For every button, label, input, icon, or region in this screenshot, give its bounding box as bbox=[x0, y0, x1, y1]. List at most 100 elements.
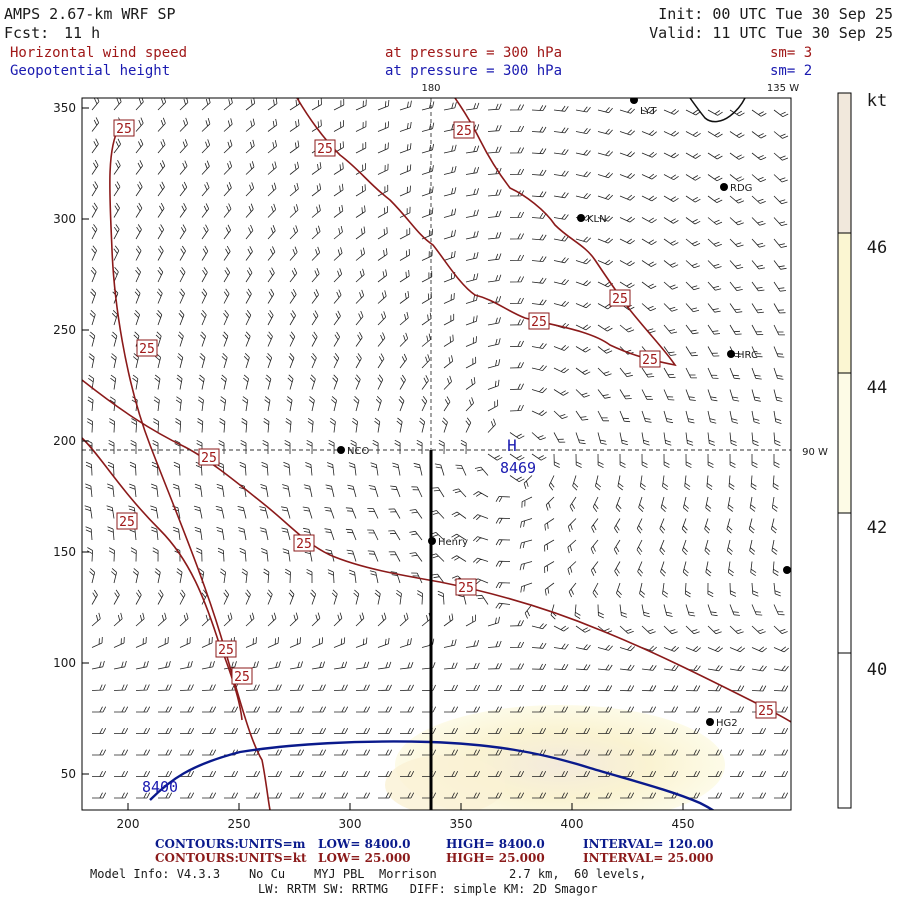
y-tick-label: 150 bbox=[53, 545, 76, 559]
station-marker bbox=[720, 183, 728, 191]
field1-level: at pressure = 300 hPa bbox=[385, 45, 562, 61]
colorbar-label-46: 46 bbox=[867, 238, 887, 258]
station-marker bbox=[727, 350, 735, 358]
station-marker bbox=[630, 98, 638, 104]
x-axis: 200 250 300 350 400 450 bbox=[117, 803, 695, 831]
lon-180-label: 180 bbox=[421, 83, 440, 94]
speed-contour-label: 25 bbox=[231, 667, 253, 685]
speed-high: HIGH= 25.000 bbox=[446, 851, 545, 865]
colorbar-label-40: 40 bbox=[867, 660, 887, 680]
station-marker-edge bbox=[783, 566, 791, 574]
svg-text:25: 25 bbox=[218, 643, 234, 658]
high-value: 8469 bbox=[500, 459, 536, 477]
svg-text:25: 25 bbox=[116, 122, 132, 137]
colorbar-label-42: 42 bbox=[867, 518, 887, 538]
speed-contour-label: 25 bbox=[215, 640, 237, 658]
height-interval: INTERVAL= 120.00 bbox=[583, 837, 714, 851]
speed-contour-label: 25 bbox=[293, 534, 315, 552]
x-tick-label: 450 bbox=[672, 817, 695, 831]
station-label: HRC bbox=[737, 350, 758, 361]
field1-name: Horizontal wind speed bbox=[10, 45, 187, 61]
speed-contour-north bbox=[296, 98, 677, 367]
y-tick-label: 300 bbox=[53, 212, 76, 226]
plot-frame bbox=[81, 97, 792, 811]
field2-name: Geopotential height bbox=[10, 63, 170, 79]
colorbar-label-44: 44 bbox=[867, 378, 887, 398]
station-label: LYT bbox=[640, 106, 657, 117]
colorbar-bin-42 bbox=[838, 513, 851, 808]
station-label: HG2 bbox=[716, 718, 738, 729]
station-label: Henry bbox=[438, 537, 468, 548]
svg-text:25: 25 bbox=[458, 581, 474, 596]
wind-barbs bbox=[84, 98, 789, 799]
colorbar-bin-top bbox=[838, 93, 851, 233]
colorbar-bin-46 bbox=[838, 233, 851, 373]
footer: CONTOURS: UNITS=m LOW= 8400.0 HIGH= 8400… bbox=[90, 837, 714, 896]
model-info: Model Info: V4.3.3 No Cu MYJ PBL Morriso… bbox=[90, 867, 646, 881]
colorbar-bin-44 bbox=[838, 373, 851, 513]
height-units: UNITS=m bbox=[238, 837, 306, 851]
station-marker bbox=[706, 718, 714, 726]
speed-low: LOW= 25.000 bbox=[318, 851, 411, 865]
y-tick-label: 100 bbox=[53, 656, 76, 670]
svg-text:25: 25 bbox=[531, 315, 547, 330]
svg-text:25: 25 bbox=[139, 342, 155, 357]
height-high: HIGH= 8400.0 bbox=[446, 837, 545, 851]
svg-text:25: 25 bbox=[456, 124, 472, 139]
height-contour-8400 bbox=[149, 740, 715, 810]
svg-text:25: 25 bbox=[612, 292, 628, 307]
speed-contour-label: 25 bbox=[639, 350, 661, 368]
speed-contour-label: 25 bbox=[136, 339, 158, 357]
speed-contour-label: 25 bbox=[609, 289, 631, 307]
svg-text:25: 25 bbox=[642, 353, 658, 368]
height-contours-label: CONTOURS: bbox=[155, 837, 239, 851]
station-marker bbox=[428, 537, 436, 545]
valid-time: Valid: 11 UTC Tue 30 Sep 25 bbox=[649, 24, 893, 42]
stations: LYT RDG KLN HRC NCO Henry HG2 bbox=[337, 98, 791, 729]
y-tick-label: 250 bbox=[53, 323, 76, 337]
station-label: KLN bbox=[587, 214, 607, 225]
speed-contour-label: 25 bbox=[113, 119, 135, 137]
colorbar: kt 46 44 42 40 bbox=[837, 91, 887, 809]
x-tick-label: 400 bbox=[561, 817, 584, 831]
colorbar-unit: kt bbox=[867, 91, 887, 111]
x-tick-label: 250 bbox=[228, 817, 251, 831]
lon-135w-label: 135 W bbox=[767, 83, 799, 94]
speed-units: UNITS=kt bbox=[238, 851, 307, 865]
y-axis: 50 100 150 200 250 300 350 bbox=[53, 101, 89, 781]
field2-sm: sm= 2 bbox=[770, 63, 812, 79]
svg-text:25: 25 bbox=[119, 515, 135, 530]
speed-contours-label: CONTOURS: bbox=[155, 851, 239, 865]
x-tick-label: 350 bbox=[450, 817, 473, 831]
speed-interval: INTERVAL= 25.000 bbox=[583, 851, 714, 865]
field1-sm: sm= 3 bbox=[770, 45, 812, 61]
plot-area: 8400 H 8469 2525252525252525252525252525… bbox=[82, 98, 791, 810]
forecast-label: Fcst: bbox=[4, 24, 49, 42]
y-tick-label: 50 bbox=[61, 767, 76, 781]
station-label: RDG bbox=[730, 183, 752, 194]
height-low: LOW= 8400.0 bbox=[318, 837, 411, 851]
height-contour-label: 8400 bbox=[142, 778, 178, 796]
svg-text:25: 25 bbox=[201, 451, 217, 466]
speed-contour-label: 25 bbox=[528, 312, 550, 330]
svg-text:25: 25 bbox=[317, 142, 333, 157]
speed-contour-label: 25 bbox=[755, 701, 777, 719]
speed-contour-label: 25 bbox=[116, 512, 138, 530]
svg-text:25: 25 bbox=[758, 704, 774, 719]
speed-contour-label: 25 bbox=[198, 448, 220, 466]
forecast-hours: 11 h bbox=[64, 24, 100, 42]
high-symbol: H bbox=[507, 436, 517, 455]
speed-contour-label: 25 bbox=[453, 121, 475, 139]
svg-text:25: 25 bbox=[234, 670, 250, 685]
y-tick-label: 200 bbox=[53, 434, 76, 448]
model-title: AMPS 2.67-km WRF SP bbox=[4, 5, 176, 23]
speed-contour-label: 25 bbox=[455, 578, 477, 596]
physics-info: LW: RRTM SW: RRTMG DIFF: simple KM: 2D S… bbox=[258, 882, 598, 896]
station-label: NCO bbox=[347, 446, 369, 457]
speed-contour-west bbox=[109, 127, 271, 810]
coastline bbox=[689, 98, 746, 123]
speed-contour-label: 25 bbox=[314, 139, 336, 157]
svg-text:25: 25 bbox=[296, 537, 312, 552]
